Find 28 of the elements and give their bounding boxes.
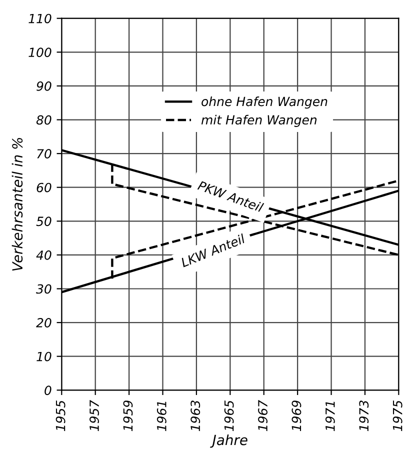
y-tick-label: 10 [36,352,52,362]
y-tick-label: 60 [36,182,52,192]
annotation: PKW Anteil [197,180,264,213]
y-tick-label: 40 [36,250,52,260]
x-tick-label: 1975 [392,400,402,432]
x-tick-label: 1961 [156,402,166,432]
x-tick-label: 1955 [56,400,66,432]
x-tick-label: 1959 [123,400,133,432]
x-tick-label: 1963 [190,400,200,432]
x-axis-title: Jahre [210,434,248,448]
x-tick-label: 1965 [224,400,234,432]
y-tick-label: 100 [28,48,52,58]
legend-label: ohne Hafen Wangen [202,96,328,109]
y-tick-label: 30 [36,284,52,294]
y-tick-label: 80 [36,115,52,125]
x-tick-label: 1957 [90,400,99,432]
x-tick-label: 1969 [292,400,302,432]
y-tick-label: 0 [44,386,52,396]
y-tick-label: 20 [36,318,52,328]
y-tick-label: 50 [36,216,52,226]
x-tick-label: 1971 [325,402,335,432]
legend-label: mit Hafen Wangen [201,114,317,127]
y-tick-label: 70 [37,149,52,158]
y-axis-title: Verkehrsanteil in % [12,138,23,271]
x-tick-label: 1973 [359,400,369,432]
y-tick-label: 90 [36,81,52,91]
y-tick-label: 110 [28,14,52,24]
x-tick-label: 1967 [258,400,268,432]
